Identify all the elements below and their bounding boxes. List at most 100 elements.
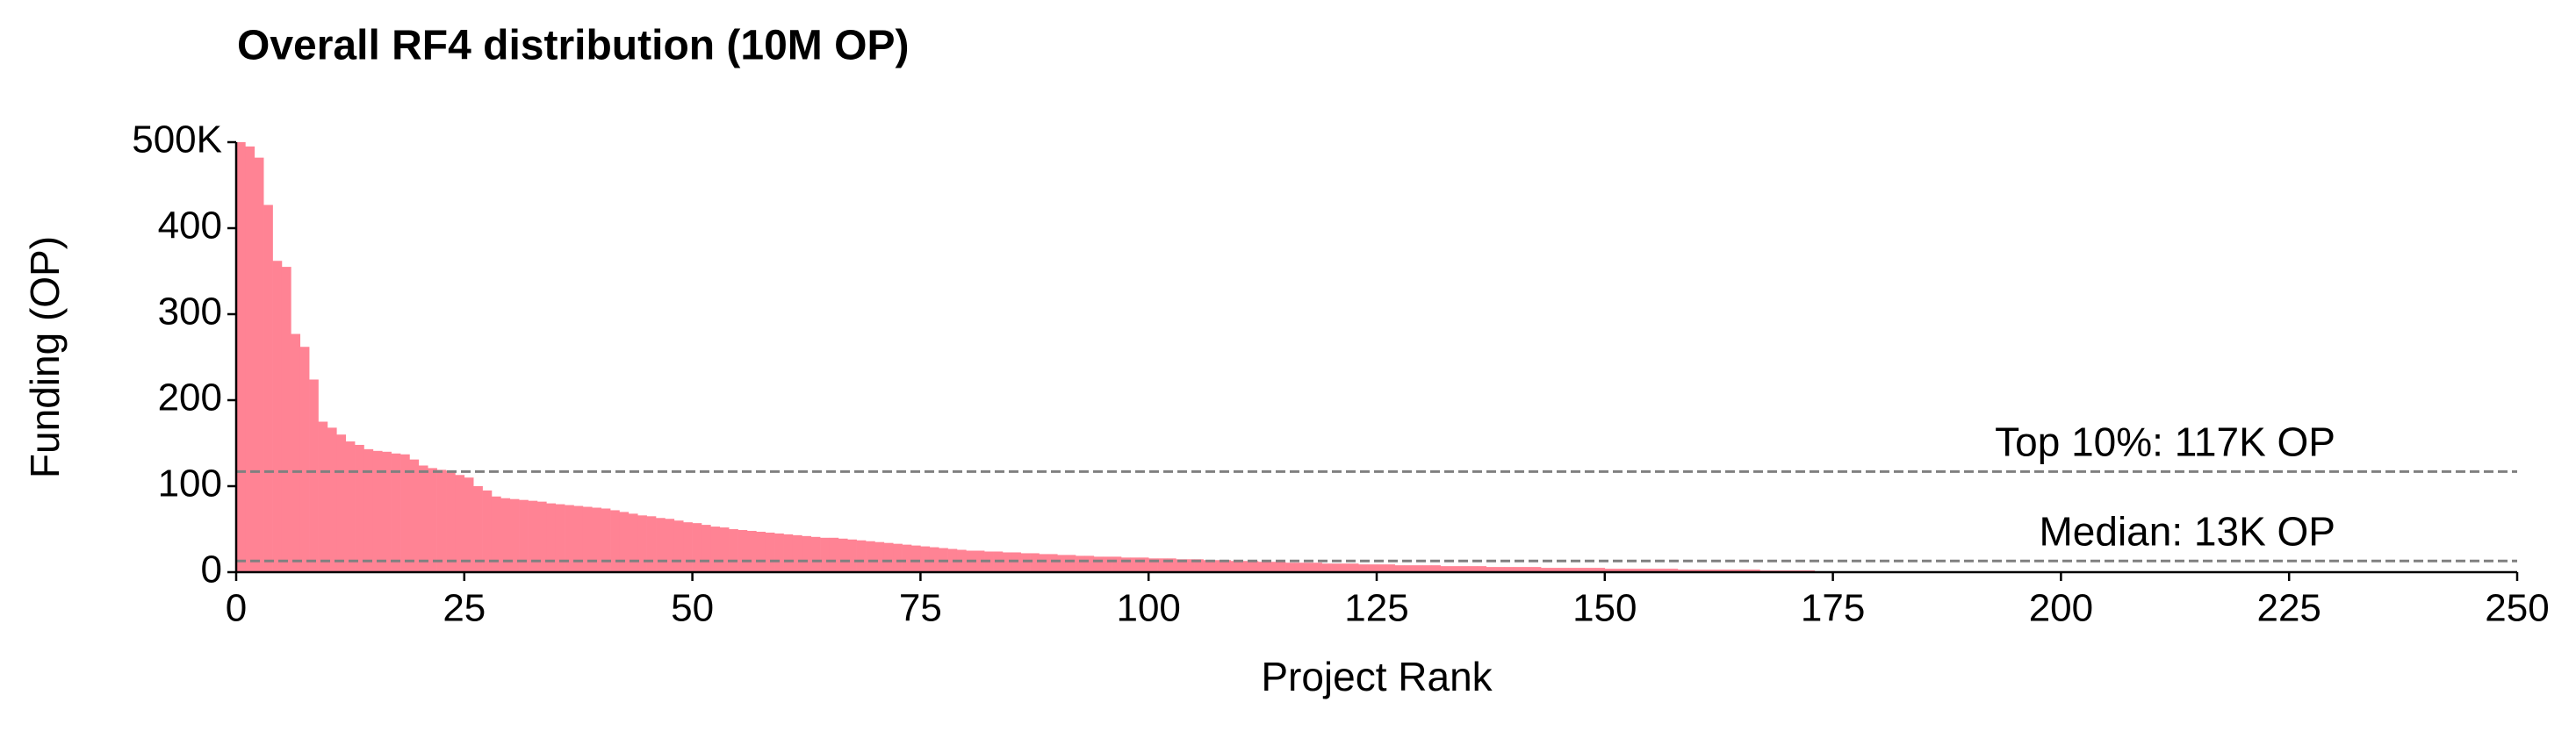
bar bbox=[455, 475, 465, 572]
bar bbox=[1112, 556, 1122, 572]
x-tick-label: 0 bbox=[226, 587, 247, 630]
bar bbox=[1486, 567, 1496, 572]
bar bbox=[1002, 552, 1012, 572]
bar bbox=[1377, 564, 1386, 572]
bar bbox=[610, 510, 620, 572]
bar bbox=[729, 529, 738, 572]
bar bbox=[272, 261, 283, 572]
bar bbox=[1723, 570, 1733, 572]
bar bbox=[820, 537, 830, 572]
bar bbox=[582, 506, 593, 572]
x-axis-title: Project Rank bbox=[1261, 654, 1493, 699]
x-tick-label: 225 bbox=[2256, 587, 2321, 630]
x-tick-label: 50 bbox=[671, 587, 714, 630]
bar bbox=[355, 444, 364, 572]
y-axis-title: Funding (OP) bbox=[22, 236, 68, 478]
bar bbox=[1732, 570, 1742, 572]
bar bbox=[1404, 565, 1414, 572]
annotation: Top 10%: 117K OP bbox=[1995, 419, 2335, 464]
bar bbox=[1595, 568, 1606, 572]
bar bbox=[382, 451, 392, 572]
bar bbox=[774, 533, 784, 572]
bar bbox=[509, 498, 520, 572]
bar bbox=[1458, 566, 1469, 572]
y-tick-label: 0 bbox=[201, 548, 222, 591]
bar bbox=[856, 540, 867, 572]
bar bbox=[245, 146, 255, 572]
bar bbox=[254, 157, 264, 572]
bar bbox=[920, 546, 931, 572]
bar bbox=[947, 548, 958, 572]
bar bbox=[1313, 563, 1322, 572]
bar bbox=[318, 421, 328, 572]
bar bbox=[1631, 569, 1642, 572]
bar bbox=[409, 459, 420, 572]
bar bbox=[1084, 555, 1095, 572]
bar bbox=[783, 534, 794, 572]
bar bbox=[710, 527, 721, 572]
y-tick-label: 100 bbox=[158, 462, 222, 505]
bar bbox=[1039, 554, 1049, 572]
bar bbox=[428, 468, 437, 572]
bar bbox=[1450, 566, 1459, 572]
bar bbox=[692, 523, 702, 572]
bar bbox=[1148, 558, 1158, 572]
bar bbox=[1614, 569, 1623, 572]
bar bbox=[327, 427, 337, 572]
y-tick-label: 300 bbox=[158, 290, 222, 333]
bar bbox=[1558, 568, 1569, 572]
bar bbox=[1349, 563, 1359, 572]
bar bbox=[1230, 561, 1241, 572]
bar bbox=[1331, 563, 1341, 572]
bar bbox=[673, 520, 684, 572]
bar bbox=[1358, 564, 1368, 572]
bar bbox=[1020, 553, 1031, 572]
bar bbox=[683, 522, 693, 572]
bar bbox=[555, 504, 565, 572]
bar bbox=[1093, 556, 1104, 572]
bar bbox=[1166, 558, 1176, 572]
bar bbox=[418, 465, 428, 572]
bar bbox=[1121, 557, 1131, 572]
x-tick-label: 150 bbox=[1572, 587, 1637, 630]
bar bbox=[263, 204, 273, 573]
bar bbox=[1285, 563, 1295, 572]
bar bbox=[1066, 555, 1076, 572]
bar bbox=[1194, 559, 1204, 572]
bar bbox=[1687, 570, 1697, 572]
bar bbox=[656, 518, 666, 572]
bar bbox=[1367, 564, 1378, 572]
bar bbox=[446, 470, 456, 572]
bar bbox=[1221, 560, 1232, 572]
bar bbox=[491, 496, 501, 572]
bar bbox=[1267, 562, 1277, 572]
bar bbox=[528, 500, 538, 572]
bar bbox=[1695, 570, 1706, 572]
bar bbox=[464, 477, 474, 572]
bar bbox=[1294, 563, 1305, 572]
bar bbox=[1139, 557, 1149, 572]
bar bbox=[400, 454, 410, 572]
bar bbox=[1030, 553, 1040, 572]
bar bbox=[1321, 563, 1332, 572]
bar bbox=[1495, 567, 1505, 572]
bar bbox=[236, 142, 246, 572]
bar bbox=[291, 333, 301, 572]
bar bbox=[1257, 562, 1268, 572]
bar bbox=[902, 544, 912, 572]
bar bbox=[1385, 564, 1396, 572]
bar bbox=[1240, 561, 1249, 572]
bar bbox=[565, 505, 574, 572]
bar bbox=[1413, 565, 1423, 572]
bar bbox=[546, 503, 557, 572]
bar bbox=[281, 267, 291, 572]
bar bbox=[765, 532, 775, 572]
x-tick-label: 125 bbox=[1344, 587, 1408, 630]
bar bbox=[345, 441, 356, 572]
bar bbox=[838, 538, 848, 572]
bar bbox=[336, 434, 347, 572]
bar bbox=[738, 529, 748, 572]
bar bbox=[1057, 555, 1067, 572]
x-tick-label: 100 bbox=[1116, 587, 1180, 630]
